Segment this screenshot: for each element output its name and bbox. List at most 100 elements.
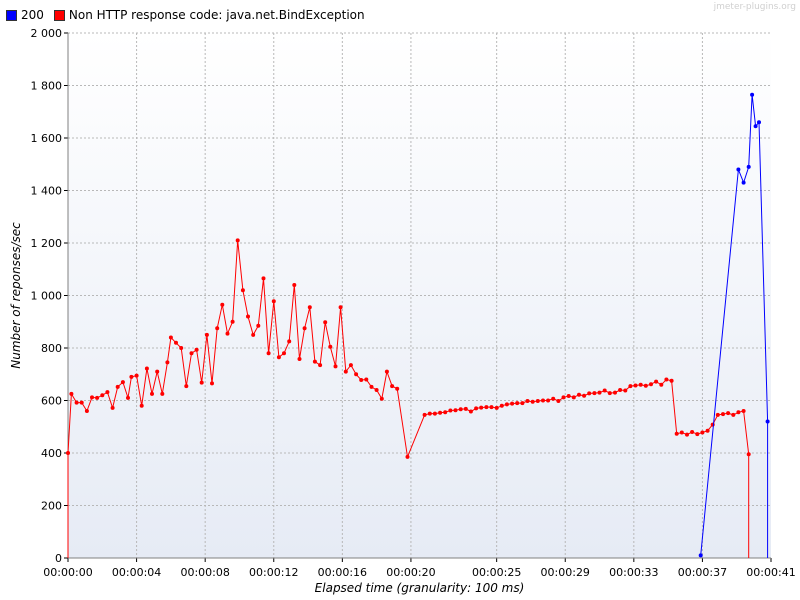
data-point [468, 409, 473, 414]
legend-label: 200 [21, 8, 44, 22]
data-point [323, 320, 328, 325]
data-point [155, 369, 160, 374]
data-point [84, 409, 89, 413]
data-point [165, 360, 170, 365]
data-point [179, 346, 184, 350]
x-tick-label: 00:00:12 [249, 566, 298, 579]
data-point [189, 351, 194, 356]
data-point [126, 395, 130, 400]
data-point [623, 388, 628, 393]
y-tick-label: 1 800 [31, 80, 63, 93]
data-point [551, 396, 556, 401]
data-point [546, 398, 551, 403]
data-point [150, 391, 154, 396]
data-point [510, 401, 515, 406]
data-point [129, 374, 134, 379]
data-point [561, 395, 566, 400]
data-point [174, 340, 178, 345]
data-point [649, 382, 653, 387]
data-point [607, 391, 612, 396]
data-point [613, 390, 617, 395]
data-point [643, 383, 648, 388]
data-point [69, 391, 74, 396]
x-tick-label: 00:00:33 [609, 566, 658, 579]
data-point [453, 408, 458, 413]
data-point [374, 388, 379, 392]
data-point [422, 412, 427, 417]
data-point [215, 326, 220, 331]
data-point [338, 305, 343, 310]
data-point [144, 366, 149, 371]
data-point [695, 432, 700, 437]
legend-swatch-blue [6, 9, 17, 21]
y-tick-label: 0 [55, 552, 62, 565]
y-tick-label: 600 [41, 395, 62, 408]
data-point [765, 419, 770, 424]
data-point [582, 393, 587, 398]
data-point [628, 384, 633, 389]
data-point [463, 406, 468, 411]
data-point [364, 377, 369, 382]
data-point [736, 167, 741, 172]
data-point [139, 403, 144, 408]
data-point [379, 396, 384, 401]
data-point [115, 384, 120, 389]
y-tick-label: 1 000 [31, 290, 63, 303]
data-point [292, 283, 297, 287]
data-point [664, 377, 669, 382]
data-point [204, 332, 209, 337]
x-tick-label: 00:00:16 [318, 566, 367, 579]
legend-label: Non HTTP response code: java.net.BindExc… [68, 8, 365, 22]
data-point [427, 411, 432, 416]
data-point [698, 553, 703, 558]
data-point [618, 388, 623, 392]
data-point [659, 382, 664, 387]
data-point [458, 407, 463, 412]
data-point [134, 373, 139, 378]
data-point [685, 432, 689, 437]
data-point [731, 412, 736, 417]
data-point [746, 164, 751, 169]
y-tick-label: 2 000 [31, 27, 63, 40]
data-point [757, 120, 761, 125]
data-point [633, 383, 638, 388]
data-point [95, 395, 100, 400]
data-point [390, 384, 395, 389]
data-point [240, 288, 245, 293]
data-point [100, 393, 105, 398]
data-point [328, 344, 333, 349]
data-point [276, 355, 281, 360]
legend: 200 Non HTTP response code: java.net.Bin… [6, 6, 365, 24]
data-point [395, 386, 400, 391]
data-point [199, 380, 204, 385]
data-point [432, 411, 437, 416]
data-point [271, 299, 276, 304]
data-point [297, 357, 302, 361]
data-point [474, 406, 479, 411]
watermark: jmeter-plugins.org [713, 2, 796, 12]
data-point [220, 302, 225, 307]
data-point [261, 276, 266, 281]
data-point [494, 405, 499, 410]
data-point [504, 402, 509, 407]
x-axis-label: Elapsed time (granularity: 100 ms) [315, 581, 525, 595]
data-point [194, 347, 199, 352]
data-point [282, 351, 286, 356]
data-point [160, 391, 165, 396]
data-point [105, 390, 110, 395]
data-point [443, 410, 448, 415]
data-point [654, 379, 659, 384]
x-tick-label: 00:00:08 [180, 566, 229, 579]
data-point [535, 399, 540, 403]
data-point [566, 394, 571, 398]
x-tick-label: 00:00:00 [43, 566, 92, 579]
data-point [348, 363, 353, 368]
data-point [489, 405, 494, 410]
data-point [246, 314, 250, 319]
data-point [354, 372, 359, 377]
data-point [251, 332, 256, 337]
data-point [256, 323, 261, 328]
data-point [66, 451, 70, 455]
data-point [312, 359, 317, 364]
data-point [587, 391, 592, 396]
